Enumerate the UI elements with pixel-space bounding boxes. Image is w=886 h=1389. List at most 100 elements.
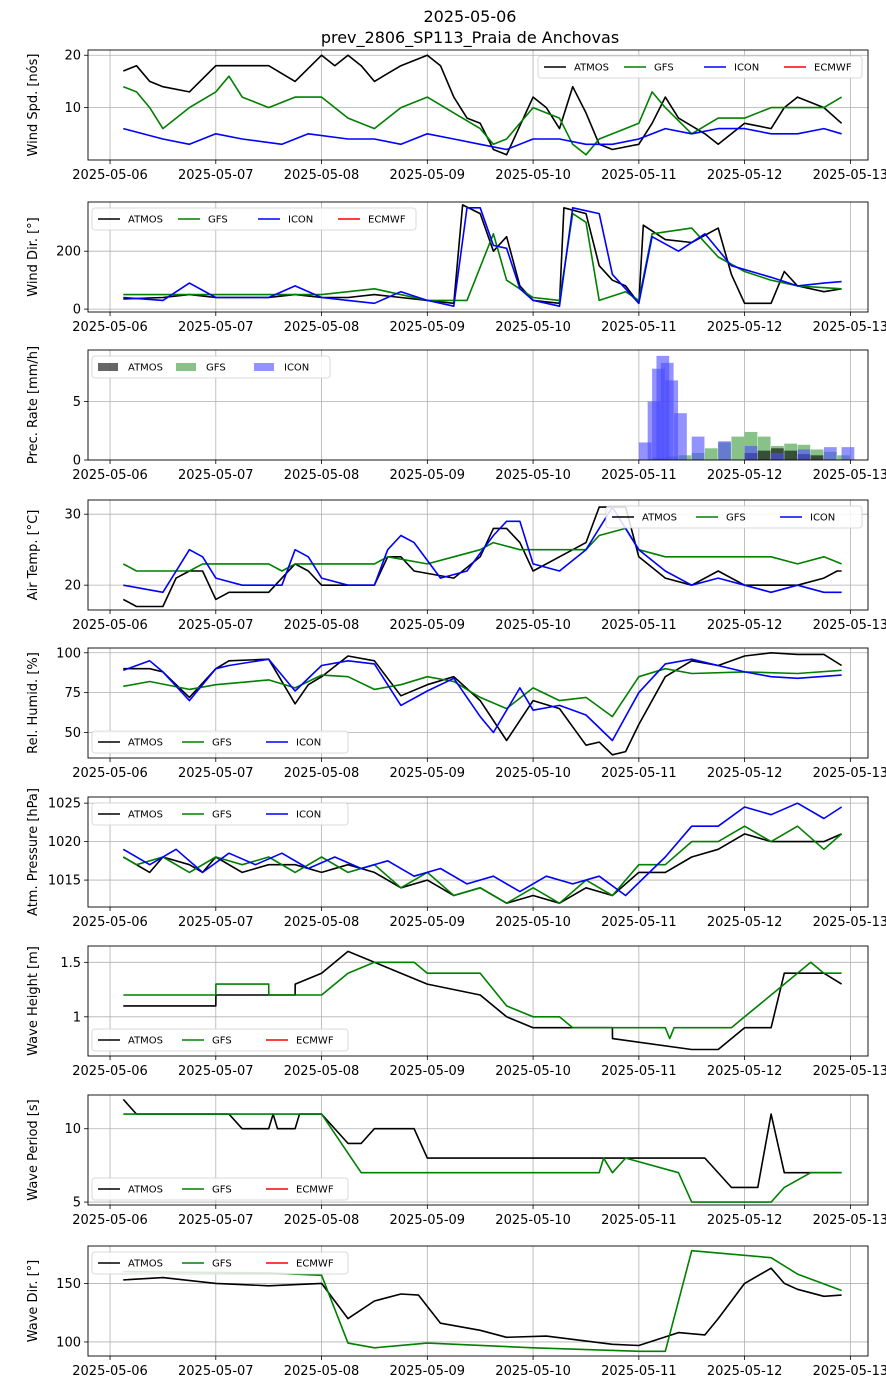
x-tick-label: 2025-05-07 [178,1364,254,1379]
x-tick-label: 2025-05-08 [284,766,360,781]
legend-label-atmos: ATMOS [128,215,163,226]
legend-label-ecmwf: ECMWF [368,215,406,226]
legend: ATMOS GFS ICON [91,730,349,754]
x-tick-label: 2025-05-13 [813,468,886,483]
legend-label-atmos: ATMOS [574,63,609,74]
y-tick-label: 1 [73,1010,81,1025]
bar-atmos [757,450,771,460]
x-tick-label: 2025-05-09 [390,168,466,183]
y-tick-label: 1025 [48,797,81,812]
legend-swatch-icon [254,363,274,371]
x-tick-label: 2025-05-07 [178,618,254,633]
x-tick-label: 2025-05-07 [178,1064,254,1079]
y-axis-label: Rel. Humid. [%] [26,652,41,754]
y-tick-label: 100 [56,646,81,661]
legend-swatch-atmos [98,363,118,371]
x-tick-label: 2025-05-12 [707,1064,783,1079]
x-tick-label: 2025-05-06 [72,320,148,335]
x-tick-label: 2025-05-07 [178,766,254,781]
legend-label-gfs: GFS [208,215,228,226]
x-tick-label: 2025-05-12 [707,468,783,483]
legend-box [91,355,331,379]
y-axis-label: Prec. Rate [mm/h] [26,346,41,464]
x-tick-label: 2025-05-10 [495,618,571,633]
legend-label-gfs: GFS [212,1036,232,1047]
x-tick-label: 2025-05-06 [72,1064,148,1079]
legend: ATMOS GFS ICON [91,355,331,379]
legend-label-ecmwf: ECMWF [296,1259,334,1270]
x-tick-label: 2025-05-06 [72,766,148,781]
legend-label-gfs: GFS [212,738,232,749]
legend-label-atmos: ATMOS [128,363,163,374]
y-tick-label: 75 [64,686,81,701]
legend: ATMOS GFS ICON [605,505,863,529]
x-tick-label: 2025-05-08 [284,1213,360,1228]
x-tick-label: 2025-05-06 [72,168,148,183]
y-tick-label: 150 [56,1277,81,1292]
series-line-atmos [123,54,843,156]
x-tick-label: 2025-05-11 [601,1064,677,1079]
legend-label-ecmwf: ECMWF [814,63,852,74]
y-tick-label: 30 [64,508,81,523]
x-tick-label: 2025-05-12 [707,1213,783,1228]
legend-swatch-gfs [176,363,196,371]
legend: ATMOS GFS ECMWF [91,1028,349,1052]
y-tick-label: 5 [73,1196,81,1211]
series-line-gfs [123,667,842,718]
legend: ATMOS GFS ECMWF [91,1251,349,1275]
series-line-atmos [122,1098,842,1189]
bar-icon [674,413,687,460]
legend-label-atmos: ATMOS [128,1036,163,1047]
x-tick-label: 2025-05-08 [284,1064,360,1079]
panel-pressure: 2025-05-06 2025-05-07 2025-05-08 2025-05-09… [26,788,886,930]
y-tick-label: 20 [64,49,81,64]
legend-label-atmos: ATMOS [642,513,677,524]
x-tick-label: 2025-05-07 [178,1213,254,1228]
legend-box [91,1028,349,1052]
y-tick-label: 200 [56,245,81,260]
y-axis-label: Wave Height [m] [26,946,41,1056]
x-tick-label: 2025-05-06 [72,915,148,930]
bar-atmos [810,455,824,460]
y-axis-label: Atm. Pressure [hPa] [26,788,41,916]
x-tick-label: 2025-05-09 [390,915,466,930]
series-line-icon [123,207,842,307]
x-tick-label: 2025-05-09 [390,320,466,335]
axes-frame [87,945,869,1057]
x-tick-label: 2025-05-11 [601,766,677,781]
y-axis-label: Wind Dir. [°] [26,217,41,297]
x-tick-label: 2025-05-07 [178,468,254,483]
x-tick-label: 2025-05-07 [178,320,254,335]
x-tick-label: 2025-05-13 [813,915,886,930]
x-tick-label: 2025-05-13 [813,320,886,335]
title-date: 2025-05-06 [423,7,517,26]
legend-label-icon: ICON [734,63,759,74]
x-tick-label: 2025-05-08 [284,915,360,930]
title-station: prev_2806_SP113_Praia de Anchovas [320,28,620,47]
panel-wave-period: 2025-05-06 2025-05-07 2025-05-08 2025-05-09… [26,1094,886,1228]
x-tick-label: 2025-05-10 [495,766,571,781]
y-axis-label: Air Temp. [°C] [26,510,41,601]
series-line-atmos [123,204,842,305]
y-tick-label: 0 [73,454,81,469]
bar-icon [691,436,705,460]
x-tick-label: 2025-05-08 [284,468,360,483]
legend: ATMOS GFS ICON [91,802,349,826]
x-tick-label: 2025-05-12 [707,168,783,183]
series-line-atmos [123,1267,842,1347]
x-tick-label: 2025-05-10 [495,468,571,483]
y-tick-label: 10 [64,1122,81,1137]
legend-box [91,802,349,826]
legend-label-icon: ICON [288,215,313,226]
bar-icon [823,447,837,460]
axes-frame [87,499,869,611]
y-tick-label: 1020 [48,835,81,850]
legend-label-gfs: GFS [654,63,674,74]
bar-gfs [810,449,824,460]
legend-label-gfs: GFS [212,1185,232,1196]
bar-icon [797,449,811,460]
legend-label-gfs: GFS [726,513,746,524]
y-axis-label: Wind Spd. [nós] [26,54,41,157]
